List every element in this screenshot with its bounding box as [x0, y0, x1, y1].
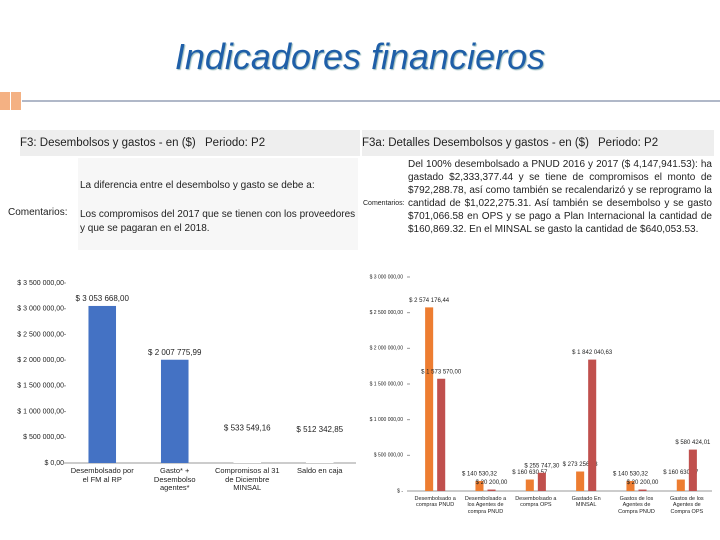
value-label: $ 140 530,32 — [462, 472, 498, 478]
y-tick-label: $ 1 500 000,00 — [17, 383, 64, 390]
bar — [537, 472, 546, 491]
value-label: $ 1 842 040,63 — [572, 350, 613, 356]
bar — [626, 480, 635, 491]
y-tick-label: $ 1 500 000,00 — [370, 381, 404, 387]
bar — [576, 471, 585, 491]
x-tick-label: Gastos de los Agentes de Compra PNUD — [618, 496, 655, 515]
bar — [676, 479, 685, 491]
bar — [688, 449, 697, 491]
y-tick-label: $ 1 000 000,00 — [370, 417, 404, 423]
y-tick-label: $ 2 000 000,00 — [17, 357, 64, 364]
bar — [525, 479, 534, 491]
bar — [437, 378, 446, 491]
rule — [22, 100, 720, 102]
value-label: $ 160 630,57 — [512, 470, 548, 476]
value-label: $ 533 549,16 — [224, 424, 271, 433]
y-tick-label: $ - — [397, 488, 403, 494]
y-tick-label: $ 3 000 000,00 — [17, 306, 64, 313]
x-tick-label: Desembolsado a compra OPS — [515, 496, 557, 509]
value-label: $ 255 747,30 — [524, 463, 560, 469]
period: Periodo: P2 — [205, 137, 266, 149]
x-tick-label: Saldo en caja — [297, 466, 343, 475]
y-tick-label: $ 0,00 — [45, 460, 65, 467]
comment-text: Del 100% desembolsado a PNUD 2016 y 2017… — [408, 159, 712, 235]
x-tick-label: Compromisos al 31 de Diciembre MINSAL — [214, 466, 280, 493]
value-label: $ 580 424,01 — [675, 440, 711, 446]
value-label: $ 20 200,00 — [476, 480, 508, 486]
y-tick-label: $ 2 500 000,00 — [17, 331, 64, 338]
comments-label: Comentarios: — [363, 200, 405, 207]
x-tick-label: Gasto* + Desembolso agentes* — [153, 466, 196, 493]
header-text: F3: Desembolsos y gastos - en ($) — [20, 137, 196, 149]
value-label: $ 273 256,33 — [563, 462, 599, 468]
y-tick-label: $ 500 000,00 — [23, 434, 64, 441]
x-tick-label: Gastado En MINSAL — [571, 496, 601, 509]
panel-header: F3: Desembolsos y gastos - en ($) Period… — [20, 130, 360, 156]
value-label: $ 140 530,32 — [613, 472, 649, 478]
value-label: $ 512 342,85 — [296, 425, 343, 434]
bar — [305, 436, 334, 463]
bar — [160, 359, 189, 463]
panel-header: F3a: Detalles Desembolsos y gastos - en … — [362, 130, 714, 156]
y-tick-label: $ 3 500 000,00 — [17, 280, 64, 287]
value-label: $ 2 574 176,44 — [409, 298, 450, 304]
period: Periodo: P2 — [598, 137, 659, 149]
bar — [588, 359, 597, 491]
header-text: F3a: Detalles Desembolsos y gastos - en … — [362, 137, 589, 149]
bar — [475, 480, 484, 491]
value-label: $ 160 630,57 — [663, 470, 699, 476]
bar — [425, 307, 434, 491]
bar — [487, 489, 496, 491]
y-tick-label: $ 2 000 000,00 — [370, 346, 404, 352]
comment-box — [78, 158, 358, 250]
comment-intro: La diferencia entre el desembolso y gast… — [80, 180, 315, 191]
bar — [233, 435, 262, 463]
bar — [88, 305, 117, 463]
decor — [11, 92, 21, 110]
slide-title: Indicadores financieros — [174, 36, 546, 77]
x-tick-label: Desembolsado a los Agentes de compra PNU… — [464, 496, 507, 515]
bar — [638, 489, 647, 491]
x-tick-label: Gastos de los Agentes de Compra OPS — [670, 496, 704, 515]
comment-text: Los compromisos del 2017 que se tienen c… — [80, 209, 356, 234]
value-label: $ 3 053 668,00 — [76, 294, 130, 303]
y-tick-label: $ 1 000 000,00 — [17, 408, 64, 415]
value-label: $ 20 200,00 — [627, 480, 659, 486]
decor — [0, 92, 10, 110]
y-tick-label: $ 2 500 000,00 — [370, 310, 404, 316]
x-tick-label: Desembolsado a compras PNUD — [414, 496, 456, 509]
y-tick-label: $ 500 000,00 — [374, 453, 403, 459]
comments-label: Comentarios: — [8, 207, 68, 218]
value-label: $ 1 573 570,00 — [421, 369, 462, 375]
x-tick-label: Desembolsado por el FM al RP — [70, 466, 134, 484]
y-tick-label: $ 3 000 000,00 — [370, 274, 404, 280]
value-label: $ 2 007 775,99 — [148, 348, 202, 357]
